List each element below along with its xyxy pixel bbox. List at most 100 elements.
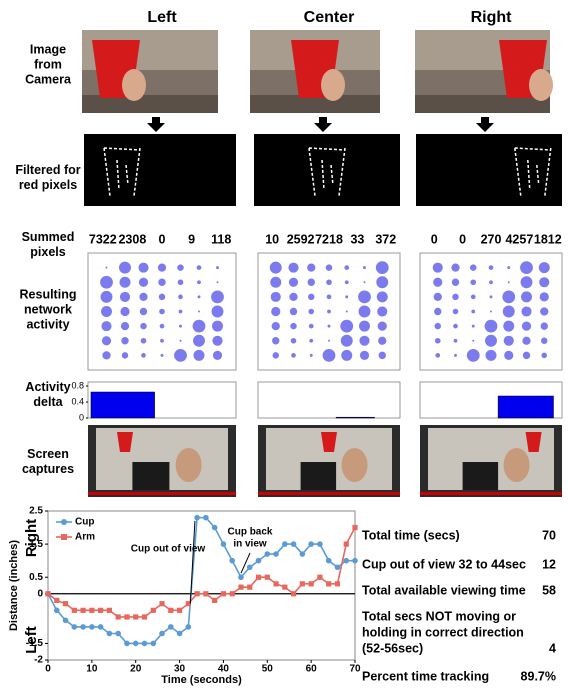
neuron xyxy=(364,281,366,283)
neuron xyxy=(327,310,331,314)
summed-value: 270 xyxy=(481,232,502,246)
capture-face xyxy=(504,448,530,482)
neuron xyxy=(521,306,531,316)
arm-point xyxy=(142,614,147,619)
neuron xyxy=(213,351,222,360)
arm-point xyxy=(89,608,94,613)
neuron xyxy=(121,337,128,344)
summed-value: 372 xyxy=(375,232,396,246)
arm-point xyxy=(309,581,314,586)
neuron xyxy=(434,308,441,315)
figure: LeftCenterRightImagefromCameraFiltered f… xyxy=(0,0,568,688)
neuron xyxy=(159,294,166,301)
summed-value: 7322 xyxy=(89,232,117,246)
cup-point xyxy=(150,641,156,647)
y-tick-label: -2 xyxy=(34,655,43,666)
stat-label: Total secs NOT moving or xyxy=(362,609,516,623)
neuron xyxy=(101,291,113,303)
hand xyxy=(321,69,345,101)
arm-point xyxy=(151,608,156,613)
neuron xyxy=(161,354,164,357)
neuron xyxy=(288,263,298,273)
neuron xyxy=(485,320,498,333)
neuron xyxy=(139,278,148,287)
hand xyxy=(122,69,146,101)
row-label: Image xyxy=(30,42,66,56)
neuron xyxy=(289,293,297,301)
neuron xyxy=(452,279,459,286)
neuron xyxy=(193,320,206,333)
neuron xyxy=(502,290,515,303)
summed-value: 9 xyxy=(188,232,195,246)
neuron xyxy=(328,340,330,342)
neuron xyxy=(539,262,550,273)
arm-point xyxy=(98,608,103,613)
neuron xyxy=(377,306,387,316)
stat-value: 4 xyxy=(549,641,556,655)
row-label: Filtered for xyxy=(15,163,80,177)
neuron xyxy=(159,309,165,315)
neuron xyxy=(289,278,298,287)
row-label: Summed xyxy=(22,230,75,244)
cup-point xyxy=(177,631,183,637)
cup-point xyxy=(221,541,227,547)
neuron xyxy=(308,309,314,315)
x-tick-label: 50 xyxy=(262,664,274,675)
neuron xyxy=(489,265,494,270)
row-label: Screen xyxy=(27,447,69,461)
neuron xyxy=(435,353,440,358)
arm-point xyxy=(72,608,77,613)
cup-point xyxy=(308,541,314,547)
region-label: Right xyxy=(23,519,40,557)
cup-point xyxy=(168,624,174,630)
neuron xyxy=(121,322,129,330)
arm-point xyxy=(291,591,296,596)
neuron xyxy=(541,353,547,359)
neuron xyxy=(198,311,200,313)
x-tick-label: 0 xyxy=(45,664,51,675)
arm-point xyxy=(256,575,261,580)
neuron xyxy=(309,339,313,343)
neuron xyxy=(212,321,223,332)
neuron xyxy=(119,262,131,274)
x-tick-label: 20 xyxy=(130,664,142,675)
x-tick-label: 60 xyxy=(306,664,318,675)
arrow xyxy=(476,117,494,132)
neuron xyxy=(102,336,111,345)
annotation: in view xyxy=(233,539,267,550)
capture-progress xyxy=(258,492,400,495)
y-tick-label: 0 xyxy=(37,588,43,599)
capture-monitor xyxy=(301,462,337,490)
neuron xyxy=(490,311,492,313)
neuron xyxy=(378,322,387,331)
neuron xyxy=(486,350,497,361)
neuron xyxy=(504,351,513,360)
neuron xyxy=(539,277,549,287)
annotation: Cup back xyxy=(227,527,272,538)
capture-face xyxy=(176,448,202,482)
neuron xyxy=(359,306,371,318)
x-tick-label: 70 xyxy=(349,664,361,675)
neuron xyxy=(520,261,533,274)
neuron xyxy=(178,279,184,285)
cup-point xyxy=(273,551,279,557)
summed-value: 0 xyxy=(459,232,466,246)
arm-point xyxy=(203,591,208,596)
neuron xyxy=(540,307,548,315)
neuron xyxy=(197,265,202,270)
row-label: Resulting xyxy=(20,287,77,301)
neuron xyxy=(160,339,164,343)
cup-point xyxy=(72,624,78,630)
legend-marker xyxy=(61,519,67,525)
cup-point xyxy=(63,617,69,623)
column-header: Right xyxy=(471,9,513,26)
cup-point xyxy=(326,558,332,564)
stat-value: 89.7% xyxy=(521,669,556,683)
arm-point xyxy=(124,614,129,619)
cup-point xyxy=(115,631,121,637)
arm-point xyxy=(282,585,287,590)
neuron xyxy=(273,352,280,359)
cup-point xyxy=(142,641,148,647)
stat-value: 58 xyxy=(542,583,556,597)
legend-label: Cup xyxy=(75,517,94,528)
